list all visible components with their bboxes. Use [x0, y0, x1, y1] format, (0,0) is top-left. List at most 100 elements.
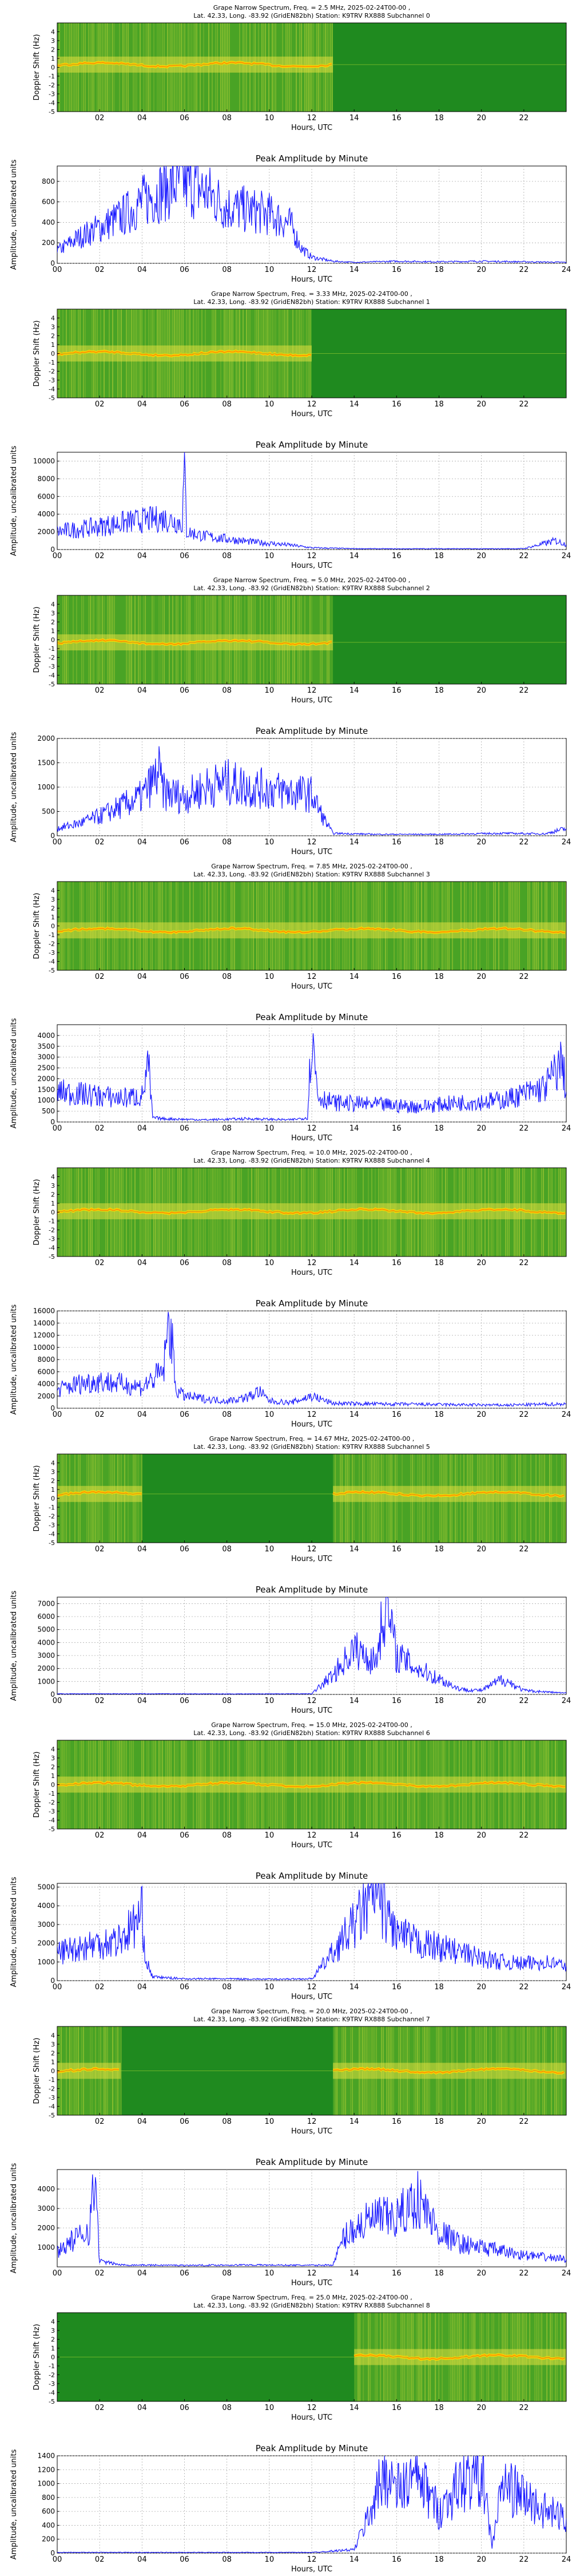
spectrogram-subtitle: Lat. 42.33, Long. -83.92 (GridEN82bh) St… [193, 12, 430, 19]
amplitude-y-tick-label: 3000 [37, 1921, 55, 1929]
doppler-tick-label: -2 [49, 2085, 55, 2093]
amplitude-x-tick-label: 16 [392, 838, 402, 847]
spectrogram-x-tick-label: 08 [222, 114, 232, 123]
amplitude-trace [57, 1033, 566, 1122]
spectrogram-x-tick-label: 02 [95, 2117, 105, 2126]
spectrogram-y-label: Doppler Shift (Hz) [33, 893, 41, 959]
doppler-tick-label: -4 [49, 1244, 55, 1252]
doppler-tick-label: -4 [49, 672, 55, 679]
spectrogram-x-tick-label: 08 [222, 400, 232, 409]
amplitude-y-tick-label: 4000 [37, 1638, 55, 1646]
doppler-tick-label: -1 [49, 931, 55, 939]
amplitude-x-tick-label: 12 [307, 1983, 317, 1992]
spectrogram-x-tick-label: 04 [137, 2117, 147, 2126]
amplitude-y-label: Amplitude, uncalibrated units [10, 732, 18, 842]
spectrogram-x-tick-label: 22 [519, 2117, 529, 2126]
amplitude-x-tick-label: 22 [519, 266, 529, 274]
amplitude-x-tick-label: 08 [222, 1124, 232, 1133]
amplitude-x-tick-label: 00 [53, 552, 62, 560]
doppler-tick-label: -2 [49, 1227, 55, 1234]
spectrogram-x-tick-label: 12 [307, 114, 317, 123]
doppler-tick-label: 4 [51, 1174, 55, 1181]
amplitude-x-tick-label: 16 [392, 2555, 402, 2564]
amplitude-x-tick-label: 22 [519, 2555, 529, 2564]
spectrogram-x-tick-label: 06 [180, 1259, 189, 1267]
doppler-tick-label: -3 [49, 1808, 55, 1815]
spectrogram-x-tick-label: 18 [434, 1545, 444, 1554]
amplitude-y-label: Amplitude, uncalibrated units [10, 1018, 18, 1128]
amplitude-x-tick-label: 04 [137, 266, 147, 274]
amplitude-y-tick-label: 800 [42, 177, 55, 185]
amplitude-x-tick-label: 02 [95, 552, 105, 560]
amplitude-y-tick-label: 200 [42, 239, 55, 247]
amplitude-y-tick-label: 0 [50, 1690, 55, 1698]
spectrogram-x-tick-label: 18 [434, 114, 444, 123]
spectrogram-x-label: Hours, UTC [291, 410, 332, 418]
doppler-tick-label: 2 [51, 1191, 55, 1199]
doppler-tick-label: 3 [51, 2041, 55, 2048]
doppler-tick-label: 1 [51, 55, 55, 62]
doppler-tick-label: 4 [51, 315, 55, 322]
amplitude-x-tick-label: 06 [180, 1697, 189, 1705]
spectrogram-x-tick-label: 18 [434, 1831, 444, 1840]
amplitude-x-tick-label: 24 [562, 266, 571, 274]
amplitude-x-tick-label: 20 [476, 266, 486, 274]
amplitude-y-tick-label: 400 [42, 218, 55, 226]
spectrogram-x-tick-label: 18 [434, 2404, 444, 2412]
doppler-tick-label: 3 [51, 610, 55, 617]
spectrogram-x-tick-label: 20 [476, 1831, 486, 1840]
amplitude-x-tick-label: 12 [307, 1697, 317, 1705]
amplitude-y-tick-label: 2000 [37, 1392, 55, 1400]
amplitude-x-tick-label: 04 [137, 2269, 147, 2278]
amplitude-x-tick-label: 16 [392, 1983, 402, 1992]
doppler-tick-label: 3 [51, 323, 55, 331]
spectrogram-subtitle: Lat. 42.33, Long. -83.92 (GridEN82bh) St… [193, 298, 430, 306]
spectrogram-x-label: Hours, UTC [291, 1555, 332, 1563]
doppler-tick-label: 4 [51, 29, 55, 36]
doppler-tick-label: 1 [51, 1200, 55, 1207]
doppler-tick-label: 4 [51, 601, 55, 609]
spectrogram-title: Grape Narrow Spectrum, Freq. = 20.0 MHz,… [211, 2008, 412, 2015]
amplitude-x-tick-label: 02 [95, 1697, 105, 1705]
amplitude-x-tick-label: 06 [180, 838, 189, 847]
spectrogram-y-label: Doppler Shift (Hz) [33, 321, 41, 387]
amplitude-y-tick-label: 4000 [37, 2185, 55, 2193]
amplitude-x-tick-label: 14 [349, 1411, 359, 1419]
spectrogram-subtitle: Lat. 42.33, Long. -83.92 (GridEN82bh) St… [193, 2302, 430, 2309]
doppler-tick-label: -4 [49, 2389, 55, 2397]
amplitude-x-tick-label: 04 [137, 1124, 147, 1133]
spectrogram-x-tick-label: 18 [434, 1259, 444, 1267]
amplitude-x-tick-label: 12 [307, 1411, 317, 1419]
amplitude-y-tick-label: 0 [50, 1977, 55, 1985]
amplitude-x-tick-label: 08 [222, 838, 232, 847]
amplitude-x-label: Hours, UTC [291, 2565, 332, 2574]
amplitude-x-label: Hours, UTC [291, 1993, 332, 2001]
spectrogram-x-tick-label: 20 [476, 400, 486, 409]
amplitude-x-label: Hours, UTC [291, 1420, 332, 1429]
amplitude-x-tick-label: 16 [392, 1411, 402, 1419]
amplitude-trace [57, 1883, 566, 1981]
amplitude-x-tick-label: 02 [95, 1124, 105, 1133]
amplitude-y-tick-label: 4000 [37, 510, 55, 518]
spectrogram-x-tick-label: 18 [434, 973, 444, 981]
amplitude-y-tick-label: 4000 [37, 1032, 55, 1040]
amplitude-x-tick-label: 00 [53, 1697, 62, 1705]
amplitude-y-tick-label: 1500 [37, 1085, 55, 1093]
amplitude-x-tick-label: 12 [307, 2269, 317, 2278]
amplitude-y-tick-label: 2000 [37, 2224, 55, 2232]
amplitude-x-tick-label: 14 [349, 266, 359, 274]
spectrogram-x-tick-label: 14 [349, 114, 359, 123]
doppler-tick-label: 0 [51, 637, 55, 644]
amplitude-x-tick-label: 10 [265, 1411, 275, 1419]
amplitude-x-tick-label: 22 [519, 1697, 529, 1705]
doppler-tick-label: -1 [49, 2076, 55, 2084]
amplitude-x-tick-label: 18 [434, 552, 444, 560]
spectrogram-image [57, 595, 566, 684]
spectrogram-x-tick-label: 04 [137, 973, 147, 981]
amplitude-x-tick-label: 02 [95, 2269, 105, 2278]
spectrogram-subtitle: Lat. 42.33, Long. -83.92 (GridEN82bh) St… [193, 2016, 430, 2023]
doppler-tick-label: -2 [49, 1513, 55, 1520]
amplitude-y-tick-label: 1500 [37, 759, 55, 767]
spectrogram-x-tick-label: 02 [95, 1831, 105, 1840]
amplitude-y-label: Amplitude, uncalibrated units [10, 2449, 18, 2559]
